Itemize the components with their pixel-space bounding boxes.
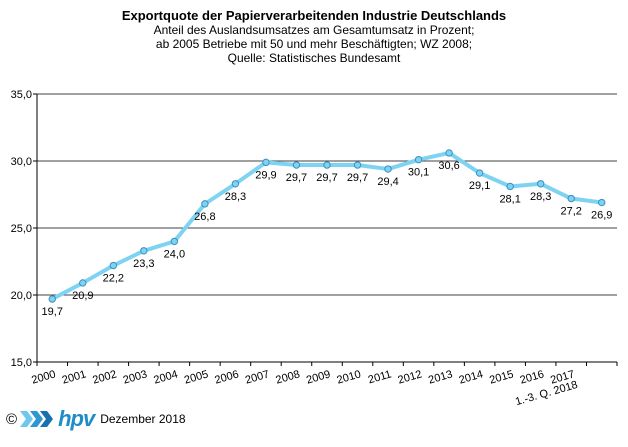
data-label: 26,9	[591, 210, 612, 222]
x-tick-label: 2001	[61, 368, 88, 386]
y-tick-label: 30,0	[11, 156, 32, 168]
x-tick-label: 2016	[519, 368, 546, 386]
x-tick-label: 2003	[122, 368, 149, 386]
data-point	[231, 180, 240, 188]
data-label: 27,2	[560, 206, 581, 218]
x-tick-label: 2010	[336, 368, 363, 386]
x-tick-label: 2007	[244, 368, 271, 386]
x-tick-label: 2015	[488, 368, 515, 386]
hpv-logo: hpv	[58, 406, 95, 431]
data-label: 28,1	[499, 193, 520, 205]
x-tick-label: 2009	[305, 368, 332, 386]
data-point	[109, 261, 118, 270]
hpv-arrows-logo-icon	[20, 409, 54, 429]
y-tick-label: 20,0	[11, 290, 32, 302]
data-point	[323, 161, 331, 169]
x-tick-label: 2012	[397, 368, 424, 386]
data-label: 22,2	[103, 273, 124, 285]
data-label: 28,3	[225, 191, 246, 203]
data-label: 20,9	[72, 290, 93, 302]
x-tick-label: 2013	[427, 368, 454, 386]
data-point	[598, 198, 606, 207]
x-tick-label: 2011	[367, 368, 393, 386]
data-point	[414, 155, 423, 164]
data-point	[170, 237, 179, 246]
data-point	[506, 182, 514, 191]
data-label: 30,1	[408, 167, 429, 179]
chart-title: Exportquote der Papierverarbeitenden Ind…	[121, 8, 507, 23]
data-point	[475, 169, 484, 177]
x-tick-label: 2014	[458, 368, 485, 386]
y-tick-label: 15,0	[11, 357, 32, 369]
data-point	[262, 158, 270, 167]
data-label: 30,6	[438, 160, 459, 172]
data-point	[567, 194, 575, 203]
footer: © hpv Dezember 2018	[6, 406, 186, 431]
data-label: 29,7	[347, 172, 368, 184]
chart-subtitle-line-1: Anteil des Auslandsumsatzes am Gesamtums…	[153, 23, 475, 37]
x-tick-label: 2004	[152, 368, 179, 386]
data-point	[445, 149, 453, 157]
copyright-symbol: ©	[6, 410, 18, 428]
chart-subtitle-line-2: ab 2005 Betriebe mit 50 und mehr Beschäf…	[155, 37, 473, 51]
data-label: 28,3	[530, 191, 551, 203]
data-label: 29,1	[469, 180, 490, 192]
footer-date: Dezember 2018	[100, 412, 186, 426]
y-tick-label: 25,0	[11, 223, 32, 235]
x-tick-label: 2000	[30, 368, 57, 386]
data-point	[353, 161, 362, 169]
data-point	[79, 279, 87, 287]
chart-subtitle-line-3: Quelle: Statistisches Bundesamt	[227, 51, 401, 65]
data-point	[48, 295, 56, 303]
data-label: 26,8	[194, 211, 215, 223]
data-label: 29,7	[286, 172, 307, 184]
x-tick-label: 2002	[91, 368, 118, 386]
data-label: 29,9	[255, 169, 276, 181]
x-tick-label: 2006	[213, 368, 240, 386]
data-label: 19,7	[42, 306, 63, 318]
data-label: 29,4	[377, 176, 398, 188]
data-label: 23,3	[133, 258, 154, 270]
data-point	[292, 161, 301, 169]
data-point	[536, 180, 545, 188]
data-point	[140, 247, 148, 255]
x-tick-label: 2005	[183, 368, 210, 386]
data-point	[201, 200, 209, 208]
chart-title-block: Exportquote der Papierverarbeitenden Ind…	[0, 8, 628, 65]
data-label: 24,0	[164, 248, 185, 260]
data-label: 29,7	[316, 172, 337, 184]
x-tick-label: 2008	[274, 368, 301, 386]
data-point	[384, 165, 392, 173]
y-tick-label: 35,0	[11, 89, 32, 101]
